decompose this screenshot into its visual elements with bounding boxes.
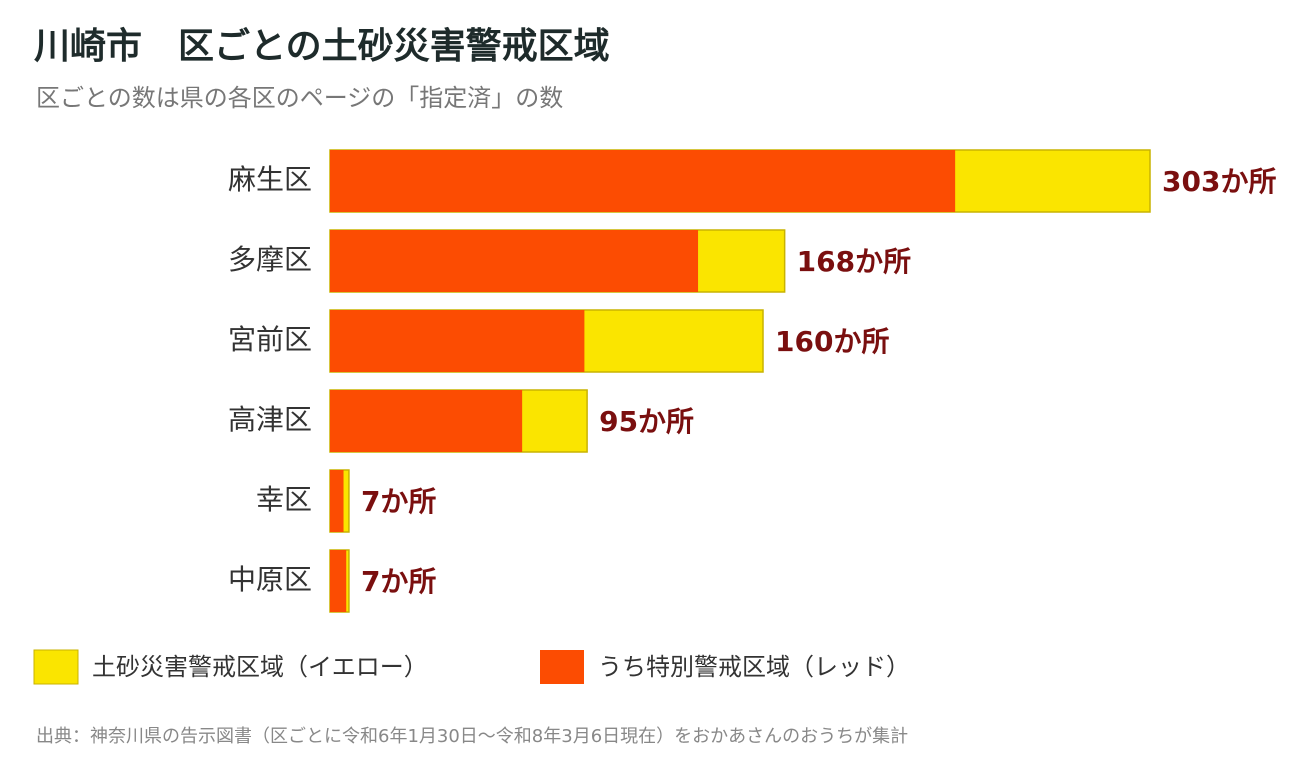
y-tick-label: 中原区 (228, 563, 312, 596)
data-label: 160か所 (775, 325, 889, 358)
legend-label: うち特別警戒区域（レッド） (598, 653, 910, 681)
y-tick-label: 高津区 (228, 403, 312, 436)
bar (330, 550, 347, 612)
bar (330, 310, 585, 372)
y-tick-label: 宮前区 (228, 323, 312, 356)
y-tick-label: 幸区 (256, 483, 312, 516)
data-label: 168か所 (797, 245, 911, 278)
bar (330, 390, 523, 452)
bar (330, 230, 699, 292)
y-tick-label: 麻生区 (228, 163, 312, 196)
legend-swatch (33, 649, 79, 685)
data-label: 7か所 (361, 485, 436, 518)
data-label: 95か所 (599, 405, 694, 438)
chart-title: 川崎市 区ごとの土砂災害警戒区域 (34, 26, 610, 67)
bar (330, 150, 956, 212)
chart-subtitle: 区ごとの数は県の各区のページの「指定済」の数 (36, 84, 563, 112)
bar (330, 470, 344, 532)
source-note: 出典：神奈川県の告示図書（区ごとに令和6年1月30日～令和8年3月6日現在）をお… (36, 726, 908, 747)
data-label: 7か所 (361, 565, 436, 598)
legend-swatch (540, 650, 584, 684)
legend-label: 土砂災害警戒区域（イエロー） (92, 653, 428, 681)
y-tick-label: 多摩区 (228, 243, 312, 276)
data-label: 303か所 (1162, 165, 1276, 198)
